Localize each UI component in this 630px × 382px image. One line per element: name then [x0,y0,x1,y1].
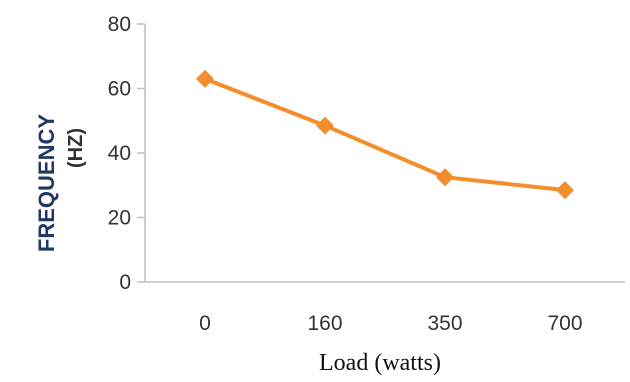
data-point-marker [196,69,214,88]
y-tick-label: 0 [119,271,131,294]
data-point-marker [436,168,454,187]
x-tick-label: 160 [307,312,342,335]
series-line [203,76,567,193]
y-tick-label: 40 [108,142,131,165]
y-axis-unit: (HZ) [65,128,87,168]
x-axis-title: Load (watts) [319,350,441,376]
y-axis-title: FREQUENCY [34,114,59,252]
data-point-marker [556,181,574,200]
y-axis-label: FREQUENCY (HZ) [34,114,87,252]
y-tick-label: 20 [108,207,131,230]
y-tick-label: 60 [108,78,131,101]
y-tick-label: 80 [108,13,131,36]
y-ticks: 0 20 40 60 80 [108,13,145,294]
x-tick-label: 0 [199,312,211,335]
x-tick-label: 350 [427,312,462,335]
x-ticks: 0 160 350 700 [199,312,582,335]
data-point-marker [316,116,334,135]
x-tick-label: 700 [547,312,582,335]
series-layer [196,69,574,200]
